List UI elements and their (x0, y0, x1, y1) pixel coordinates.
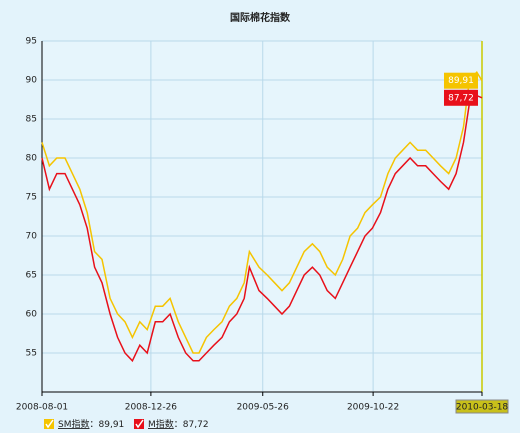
series-line (41, 70, 483, 354)
y-tick-label: 75 (26, 193, 37, 203)
x-tick-label: 2009-10-22 (347, 403, 399, 413)
y-tick-label: 60 (26, 310, 38, 320)
end-label: 89,91 (448, 76, 474, 86)
end-label: 87,72 (448, 93, 474, 103)
legend-entry: SM指数：89,91 (58, 418, 124, 430)
legend-value: 89,91 (99, 420, 125, 430)
y-tick-label: 70 (26, 232, 38, 242)
chart-title: 国际棉花指数 (230, 11, 291, 24)
y-tick-label: 55 (26, 349, 37, 359)
legend-value: 87,72 (183, 420, 209, 430)
plot-area (42, 41, 482, 392)
series-line (41, 94, 483, 363)
highlight-box (455, 399, 509, 414)
legend-check (135, 419, 144, 429)
legend-swatch (134, 419, 144, 429)
y-tick-label: 90 (26, 76, 38, 86)
y-tick-label: 85 (26, 115, 37, 125)
legend-swatch (44, 419, 54, 429)
legend-name: SM指数 (58, 418, 89, 430)
legend-check (45, 419, 54, 429)
end-label-box (444, 89, 478, 106)
legend-entry: M指数：87,72 (148, 418, 209, 430)
end-label-box (444, 72, 478, 89)
y-tick-label: 80 (26, 154, 38, 164)
x-tick-label: 2008-08-01 (16, 403, 68, 413)
y-tick-label: 65 (26, 271, 37, 281)
legend-name: M指数 (148, 418, 174, 430)
legend-separator: ： (89, 420, 98, 430)
x-tick-label: 2010-03-18 (456, 403, 509, 413)
legend-separator: ： (174, 420, 183, 430)
y-tick-label: 95 (26, 37, 37, 47)
x-tick-label: 2008-12-26 (125, 403, 178, 413)
x-tick-label: 2009-05-26 (237, 403, 290, 413)
